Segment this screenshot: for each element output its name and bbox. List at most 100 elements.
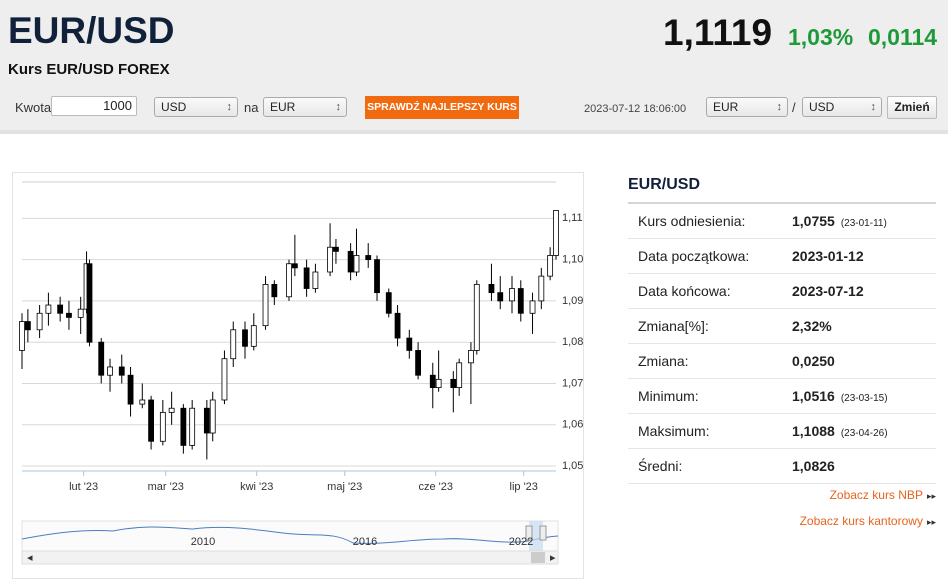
candle-body bbox=[327, 246, 333, 273]
navigator-handle[interactable] bbox=[525, 525, 533, 541]
candle-body bbox=[394, 312, 401, 339]
y-tick-label: 1,0600 bbox=[562, 419, 583, 431]
amount-input[interactable]: 1000 bbox=[51, 96, 137, 116]
candle-body bbox=[517, 288, 524, 314]
stats-table: Kurs odniesienia: 1,0755 (23-01-11) Data po… bbox=[628, 204, 936, 484]
pair-title: EUR/USD bbox=[8, 10, 175, 51]
chart: ◂ ▸ 2010 2016 2022 1,0500 1,0600 1,0700 1,080… bbox=[19, 181, 596, 565]
candle-body bbox=[553, 210, 559, 256]
chart-container: ◂ ▸ 2010 2016 2022 1,0500 1,0600 1,0700 1,080… bbox=[12, 172, 596, 579]
stats-value: 2023-01-12 bbox=[792, 248, 864, 264]
stats-label: Średni: bbox=[638, 458, 683, 474]
candle-body bbox=[468, 350, 474, 364]
link-text[interactable]: Zobacz kurs kantorowy bbox=[799, 514, 923, 528]
candle-body bbox=[547, 255, 554, 277]
stats-row: Średni: 1,0826 bbox=[628, 449, 936, 484]
y-tick-label: 1,1100 bbox=[562, 212, 583, 224]
candle-body bbox=[209, 399, 216, 434]
best-rate-button[interactable]: SPRAWDŹ NAJLEPSZY KURS bbox=[365, 96, 519, 119]
pair-separator: / bbox=[792, 100, 796, 115]
candle-body bbox=[159, 411, 166, 442]
pair-subtitle: Kurs EUR/USD FOREX bbox=[8, 61, 170, 78]
stats-label: Data początkowa: bbox=[638, 248, 750, 264]
change-percent: 1,03% bbox=[788, 24, 854, 50]
candle-body bbox=[374, 259, 380, 294]
scrollbar-track[interactable] bbox=[21, 550, 559, 565]
candle-body bbox=[180, 407, 187, 446]
candle-body bbox=[19, 321, 25, 351]
candle-body bbox=[406, 337, 413, 351]
to-currency-select[interactable]: EUR bbox=[263, 97, 347, 117]
x-tick-label: cze '23 bbox=[418, 481, 453, 493]
navigator-label: 2010 bbox=[191, 536, 215, 548]
y-tick-label: 1,0900 bbox=[562, 295, 583, 307]
stats-value: 1,0516 (23-03-15) bbox=[792, 388, 888, 404]
stats-panel: EUR/USD Kurs odniesienia: 1,0755 (23-01-11… bbox=[628, 168, 936, 484]
stats-label: Minimum: bbox=[638, 388, 699, 404]
x-tick-label: kwi '23 bbox=[240, 481, 273, 493]
link-text[interactable]: Zobacz kurs NBP bbox=[829, 488, 923, 502]
candle-body bbox=[509, 288, 515, 302]
candle-body bbox=[347, 250, 354, 273]
candle-body bbox=[312, 271, 319, 289]
candle-body bbox=[450, 378, 457, 389]
change-absolute: 0,0114 bbox=[868, 24, 938, 50]
stats-value: 1,0826 bbox=[792, 458, 835, 474]
candle-body bbox=[168, 407, 175, 413]
candle-body bbox=[98, 341, 105, 376]
timestamp: 2023-07-12 18:06:00 bbox=[584, 103, 687, 115]
scrollbar-thumb[interactable] bbox=[531, 552, 545, 563]
stats-label: Zmiana: bbox=[638, 353, 689, 369]
base-currency-select[interactable]: EUR bbox=[706, 97, 788, 117]
stats-label: Zmiana[%]: bbox=[638, 318, 709, 334]
candle-body bbox=[529, 300, 536, 314]
navigator-label: 2016 bbox=[353, 536, 377, 548]
navigator-line bbox=[21, 526, 559, 544]
candle-body bbox=[497, 292, 504, 302]
candle-body bbox=[333, 246, 339, 252]
candle-body bbox=[429, 374, 436, 389]
scroll-left[interactable]: ◂ bbox=[27, 552, 33, 564]
candle-body bbox=[385, 292, 392, 314]
candle-body bbox=[242, 329, 248, 347]
candle-body bbox=[24, 321, 31, 331]
stats-label: Kurs odniesienia: bbox=[638, 213, 746, 229]
candle-body bbox=[286, 263, 292, 298]
quote-currency-select[interactable]: USD bbox=[802, 97, 882, 117]
y-tick-label: 1,0500 bbox=[562, 460, 583, 472]
y-tick-label: 1,0700 bbox=[562, 377, 583, 389]
candle-body bbox=[189, 407, 196, 446]
stats-row: Data końcowa: 2023-07-12 bbox=[628, 274, 936, 309]
stats-row: Zmiana[%]: 2,32% bbox=[628, 309, 936, 344]
exchange-link[interactable]: Zobacz kurs kantorowy ▸▸ bbox=[800, 514, 936, 528]
scroll-right[interactable]: ▸ bbox=[550, 552, 556, 564]
candle-body bbox=[353, 255, 360, 273]
y-tick-label: 1,1000 bbox=[562, 254, 583, 266]
from-currency-select[interactable]: USD bbox=[154, 97, 238, 117]
navigator-handle[interactable] bbox=[539, 525, 547, 541]
x-tick-label: lut '23 bbox=[69, 481, 98, 493]
candle-body bbox=[86, 263, 93, 343]
candle-body bbox=[77, 308, 84, 318]
candle-body bbox=[36, 312, 43, 331]
link-arrow: ▸▸ bbox=[926, 491, 936, 501]
to-label: na bbox=[244, 100, 259, 115]
candle-body bbox=[45, 304, 52, 314]
stats-label: Data końcowa: bbox=[638, 283, 731, 299]
stats-row: Zmiana: 0,0250 bbox=[628, 344, 936, 379]
candle-body bbox=[473, 283, 480, 351]
candle-body bbox=[262, 283, 269, 327]
stats-value: 0,0250 bbox=[792, 353, 835, 369]
stats-note: (23-01-11) bbox=[840, 218, 887, 229]
stats-row: Minimum: 1,0516 (23-03-15) bbox=[628, 379, 936, 414]
x-tick-label: maj '23 bbox=[327, 481, 362, 493]
stats-row: Kurs odniesienia: 1,0755 (23-01-11) bbox=[628, 204, 936, 239]
candle-body bbox=[250, 325, 257, 347]
stats-title: EUR/USD bbox=[628, 168, 936, 204]
candle-body bbox=[291, 263, 298, 269]
swap-button[interactable]: Zmień bbox=[887, 96, 937, 119]
candle-body bbox=[107, 366, 113, 376]
stats-value: 1,1088 (23-04-26) bbox=[792, 423, 888, 439]
nbp-link[interactable]: Zobacz kurs NBP ▸▸ bbox=[830, 488, 936, 502]
